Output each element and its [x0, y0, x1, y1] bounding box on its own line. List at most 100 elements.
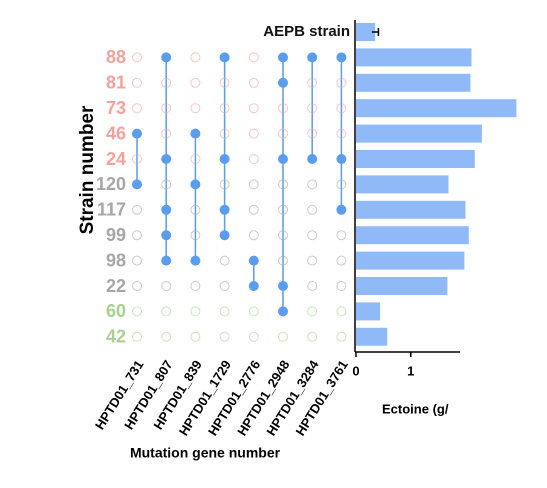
x-tick-label: 1 [407, 363, 414, 378]
dot-empty [161, 103, 172, 114]
dot-empty [278, 255, 288, 266]
dot-empty [336, 77, 347, 88]
bar [356, 150, 475, 168]
category-label: 117 [97, 200, 126, 220]
dot-empty [190, 77, 201, 88]
dot-empty [248, 306, 259, 317]
dot-empty [307, 128, 318, 139]
dot-filled [278, 154, 288, 164]
dot-empty [132, 306, 142, 317]
dot-filled [161, 204, 172, 215]
dot-empty [336, 281, 347, 291]
dot-empty [336, 255, 347, 266]
dot-empty [219, 306, 230, 317]
dot-filled [161, 230, 172, 241]
dot-empty [336, 103, 347, 114]
dot-empty [336, 179, 347, 190]
dot-filled [278, 77, 288, 88]
dot-empty [161, 179, 172, 190]
dot-empty [132, 281, 142, 291]
dot-empty [132, 230, 142, 241]
dot-empty [132, 154, 142, 164]
dot-empty [278, 179, 288, 190]
category-label: 24 [106, 149, 126, 169]
bar [356, 124, 482, 143]
dot-empty [248, 77, 259, 88]
dot-filled [132, 179, 142, 190]
dot-filled [161, 154, 172, 164]
dot-empty [161, 128, 172, 139]
dot-empty [161, 331, 172, 342]
dot-empty [132, 331, 142, 342]
dot-empty [132, 204, 142, 215]
category-label: 42 [106, 327, 126, 347]
dot-empty [336, 331, 347, 342]
dot-empty [219, 103, 230, 114]
dot-filled [336, 52, 347, 63]
dot-filled [132, 128, 142, 139]
dot-empty [161, 77, 172, 88]
x-axis-label: Mutation gene number [130, 445, 281, 461]
dot-filled [278, 306, 288, 317]
value-axis-label: Ectoine (g/ [382, 401, 449, 416]
dot-empty [219, 331, 230, 342]
category-label: 46 [106, 123, 126, 143]
dot-filled [219, 154, 230, 164]
dot-filled [190, 255, 201, 266]
dot-empty [219, 77, 230, 88]
category-label: AEPB strain [263, 23, 350, 40]
dot-empty [307, 306, 318, 317]
dot-empty [278, 103, 288, 114]
dot-empty [219, 281, 230, 291]
dot-empty [307, 103, 318, 114]
dot-empty [248, 154, 259, 164]
dot-empty [248, 103, 259, 114]
dot-empty [307, 179, 318, 190]
dot-filled [307, 154, 318, 164]
dot-empty [248, 331, 259, 342]
category-label: 98 [106, 250, 126, 270]
dot-empty [248, 230, 259, 241]
x-tick-label: 0 [352, 363, 359, 378]
dot-empty [190, 331, 201, 342]
bar [356, 277, 448, 295]
category-label: 120 [96, 174, 126, 194]
bar [356, 23, 376, 41]
dot-empty [190, 103, 201, 114]
dot-empty [248, 52, 259, 63]
dot-filled [219, 230, 230, 241]
dot-empty [161, 281, 172, 291]
category-label: 22 [106, 276, 126, 296]
dot-empty [190, 204, 201, 215]
dot-empty [248, 179, 259, 190]
dot-filled [219, 52, 230, 63]
category-label: 60 [106, 301, 126, 321]
dot-empty [307, 230, 318, 241]
bar [356, 73, 471, 92]
bar [356, 327, 388, 346]
dot-empty [132, 52, 142, 63]
dot-empty [278, 331, 288, 342]
dot-empty [190, 230, 201, 241]
dot-filled [278, 52, 288, 63]
dot-empty [307, 255, 318, 266]
dot-empty [307, 281, 318, 291]
dot-filled [336, 204, 347, 215]
bar [356, 200, 466, 219]
dot-filled [278, 281, 288, 291]
category-label: 81 [106, 73, 126, 93]
dot-empty [132, 103, 142, 114]
dot-filled [190, 128, 201, 139]
bar [356, 251, 465, 270]
dot-filled [248, 281, 259, 291]
dot-empty [190, 306, 201, 317]
dot-empty [336, 128, 347, 139]
y-axis-label: Strain number [77, 105, 98, 234]
dot-empty [132, 77, 142, 88]
dot-filled [190, 179, 201, 190]
dot-empty [190, 52, 201, 63]
dot-empty [307, 331, 318, 342]
dot-empty [219, 128, 230, 139]
dot-filled [336, 154, 347, 164]
